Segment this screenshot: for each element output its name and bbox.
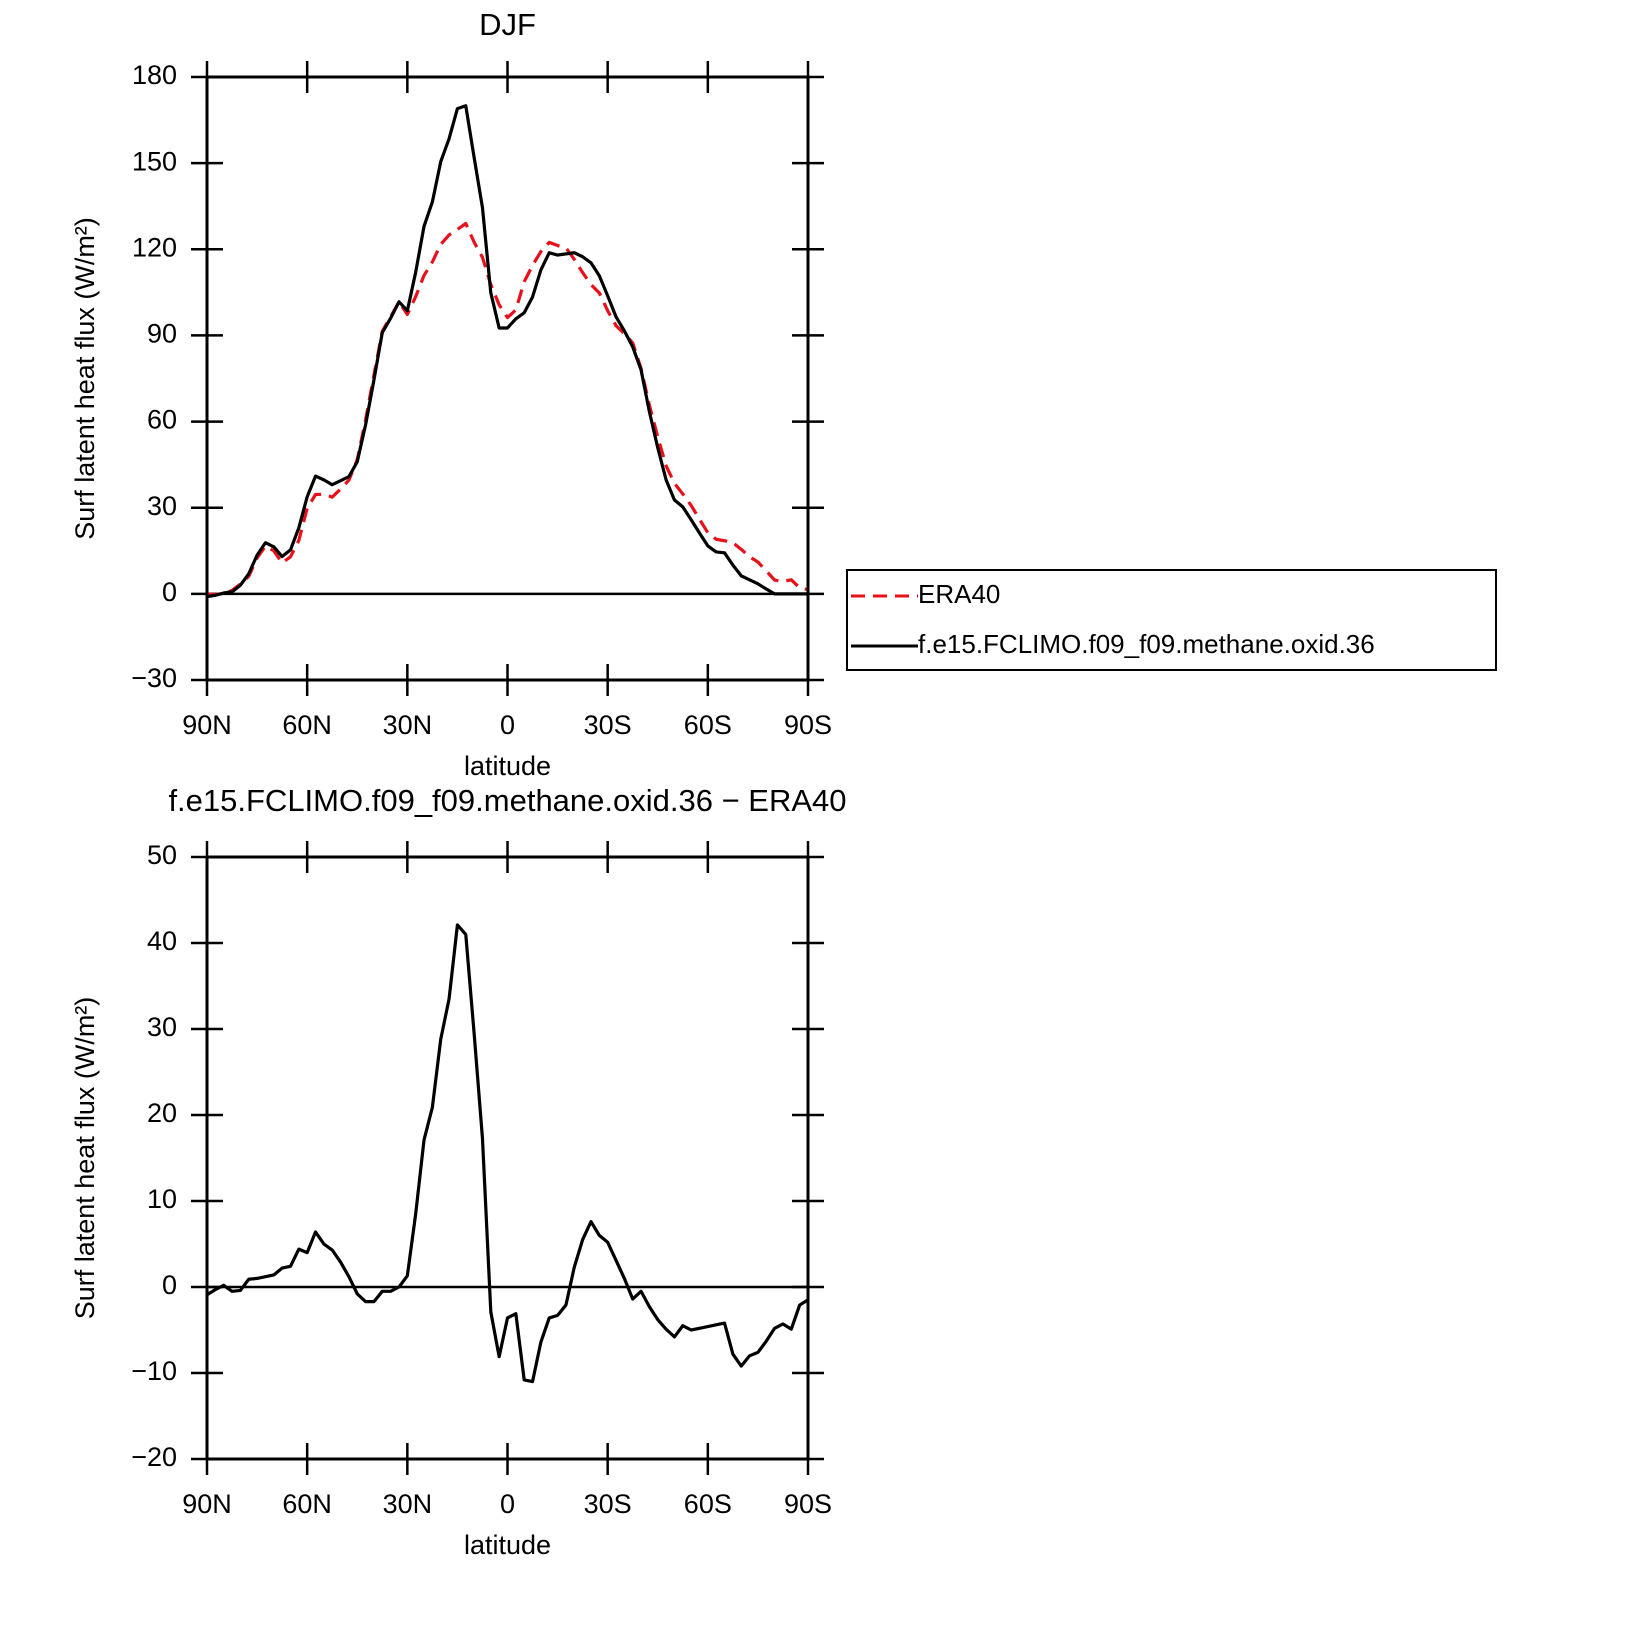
y-tick-label: 180 — [132, 60, 177, 90]
x-tick-label: 60N — [282, 710, 332, 740]
y-tick-label: −10 — [131, 1356, 177, 1386]
y-tick-label: 120 — [132, 232, 177, 262]
legend-box — [846, 569, 1497, 671]
data-line — [206, 923, 809, 1384]
plot-frame — [205, 855, 810, 1461]
x-tick-label: 30N — [383, 710, 433, 740]
y-tick-label: 30 — [147, 491, 177, 521]
chart-title: DJF — [479, 7, 536, 42]
y-axis-label: Surf latent heat flux (W/m²) — [70, 997, 100, 1320]
x-tick-label: 90S — [784, 1489, 832, 1519]
y-axis-label: Surf latent heat flux (W/m²) — [70, 217, 100, 540]
x-tick-label: 90S — [784, 710, 832, 740]
plot-frame — [205, 75, 810, 682]
y-tick-label: 90 — [147, 319, 177, 349]
x-tick-label: 0 — [500, 710, 515, 740]
legend-label: ERA40 — [918, 579, 1000, 609]
y-tick-label: 50 — [147, 840, 177, 870]
y-tick-label: 40 — [147, 926, 177, 956]
x-tick-label: 60S — [684, 1489, 732, 1519]
x-tick-label: 60S — [684, 710, 732, 740]
x-tick-label: 0 — [500, 1489, 515, 1519]
y-tick-label: 10 — [147, 1184, 177, 1214]
y-tick-label: −30 — [131, 663, 177, 693]
x-axis-label: latitude — [464, 1530, 551, 1560]
x-tick-label: 90N — [182, 1489, 232, 1519]
y-tick-label: 60 — [147, 405, 177, 435]
chart-title: f.e15.FCLIMO.f09_f09.methane.oxid.36 − E… — [168, 783, 846, 818]
data-line — [206, 221, 809, 597]
y-tick-label: 0 — [162, 1270, 177, 1300]
legend-label: f.e15.FCLIMO.f09_f09.methane.oxid.36 — [918, 629, 1375, 659]
y-tick-label: 150 — [132, 146, 177, 176]
x-tick-label: 90N — [182, 710, 232, 740]
x-tick-label: 30N — [383, 1489, 433, 1519]
y-tick-label: 20 — [147, 1098, 177, 1128]
y-tick-label: 0 — [162, 577, 177, 607]
y-tick-label: 30 — [147, 1012, 177, 1042]
x-tick-label: 30S — [584, 1489, 632, 1519]
data-line — [206, 104, 808, 599]
x-tick-label: 30S — [584, 710, 632, 740]
x-axis-label: latitude — [464, 751, 551, 781]
x-tick-label: 60N — [282, 1489, 332, 1519]
y-tick-label: −20 — [131, 1442, 177, 1472]
